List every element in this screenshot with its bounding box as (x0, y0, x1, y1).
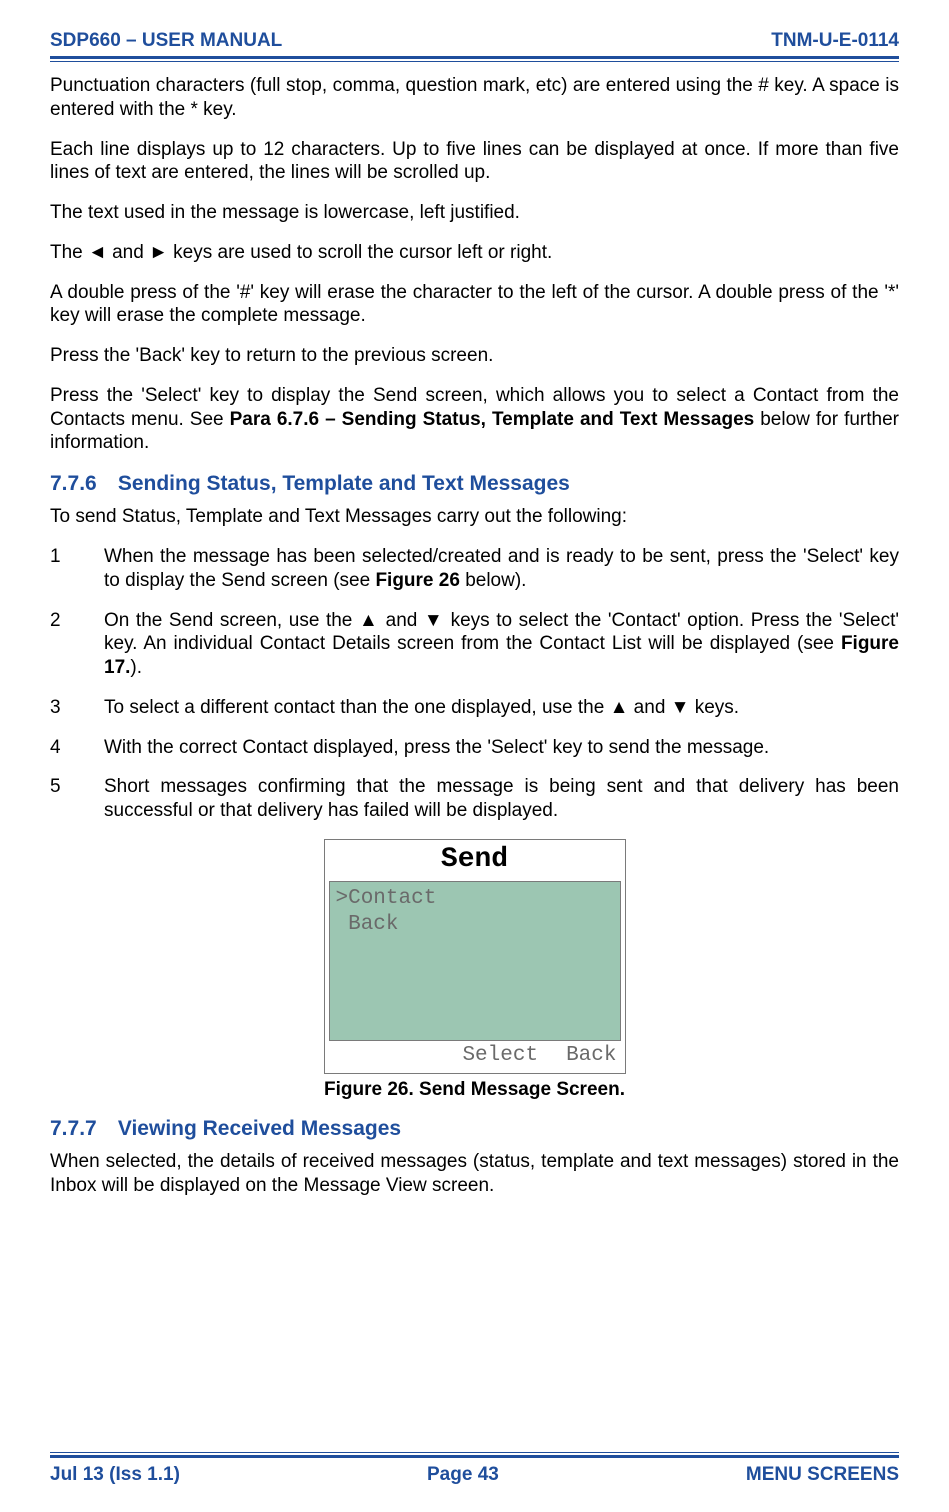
page: SDP660 – USER MANUAL TNM-U-E-0114 Punctu… (0, 0, 949, 1512)
footer-left: Jul 13 (Iss 1.1) (50, 1464, 180, 1486)
paragraph: To send Status, Template and Text Messag… (50, 505, 899, 529)
text-run: On the Send screen, use the ▲ and ▼ keys… (104, 610, 899, 655)
step-item: On the Send screen, use the ▲ and ▼ keys… (50, 609, 899, 680)
footer-row: Jul 13 (Iss 1.1) Page 43 MENU SCREENS (50, 1464, 899, 1486)
step-item: To select a different contact than the o… (50, 696, 899, 720)
heading-title: Sending Status, Template and Text Messag… (118, 472, 570, 495)
steps-list: When the message has been selected/creat… (50, 545, 899, 823)
paragraph: Press the 'Back' key to return to the pr… (50, 344, 899, 368)
figure-caption: Figure 26. Send Message Screen. (50, 1078, 899, 1102)
paragraph: The text used in the message is lowercas… (50, 201, 899, 225)
heading-title: Viewing Received Messages (118, 1117, 401, 1140)
heading-number: 7.7.6 (50, 471, 112, 497)
text-run: below). (460, 570, 527, 591)
softkey-select: Select (462, 1043, 538, 1069)
section-heading: 7.7.6 Sending Status, Template and Text … (50, 471, 899, 497)
screen-title: Send (325, 840, 625, 881)
bold-ref: Figure 26 (375, 570, 459, 591)
header-right: TNM-U-E-0114 (771, 30, 899, 52)
paragraph: The ◄ and ► keys are used to scroll the … (50, 241, 899, 265)
screen-line: >Contact (336, 886, 614, 912)
step-item: Short messages confirming that the messa… (50, 775, 899, 823)
step-item: With the correct Contact displayed, pres… (50, 736, 899, 760)
footer-rule (50, 1452, 899, 1458)
paragraph: A double press of the '#' key will erase… (50, 281, 899, 329)
page-footer: Jul 13 (Iss 1.1) Page 43 MENU SCREENS (50, 1452, 899, 1486)
paragraph: When selected, the details of received m… (50, 1150, 899, 1198)
paragraph: Each line displays up to 12 characters. … (50, 138, 899, 186)
header-left: SDP660 – USER MANUAL (50, 30, 282, 52)
section-heading: 7.7.7 Viewing Received Messages (50, 1116, 899, 1142)
step-item: When the message has been selected/creat… (50, 545, 899, 593)
footer-center: Page 43 (427, 1464, 499, 1486)
header-rule (50, 56, 899, 62)
softkey-row: Select Back (325, 1041, 625, 1073)
bold-ref: Para 6.7.6 – Sending Status, Template an… (230, 409, 755, 430)
softkey-back: Back (566, 1043, 616, 1069)
page-header: SDP660 – USER MANUAL TNM-U-E-0114 (50, 30, 899, 52)
text-run: ). (130, 657, 142, 678)
paragraph: Punctuation characters (full stop, comma… (50, 74, 899, 122)
heading-number: 7.7.7 (50, 1116, 112, 1142)
screen-line: Back (336, 912, 614, 938)
footer-right: MENU SCREENS (746, 1464, 899, 1486)
body-text: Punctuation characters (full stop, comma… (50, 74, 899, 1198)
phone-screen: Send >Contact Back Select Back (324, 839, 626, 1074)
screen-body: >Contact Back (329, 881, 621, 1041)
figure-26: Send >Contact Back Select Back Figure 26… (50, 839, 899, 1102)
paragraph: Press the 'Select' key to display the Se… (50, 384, 899, 455)
